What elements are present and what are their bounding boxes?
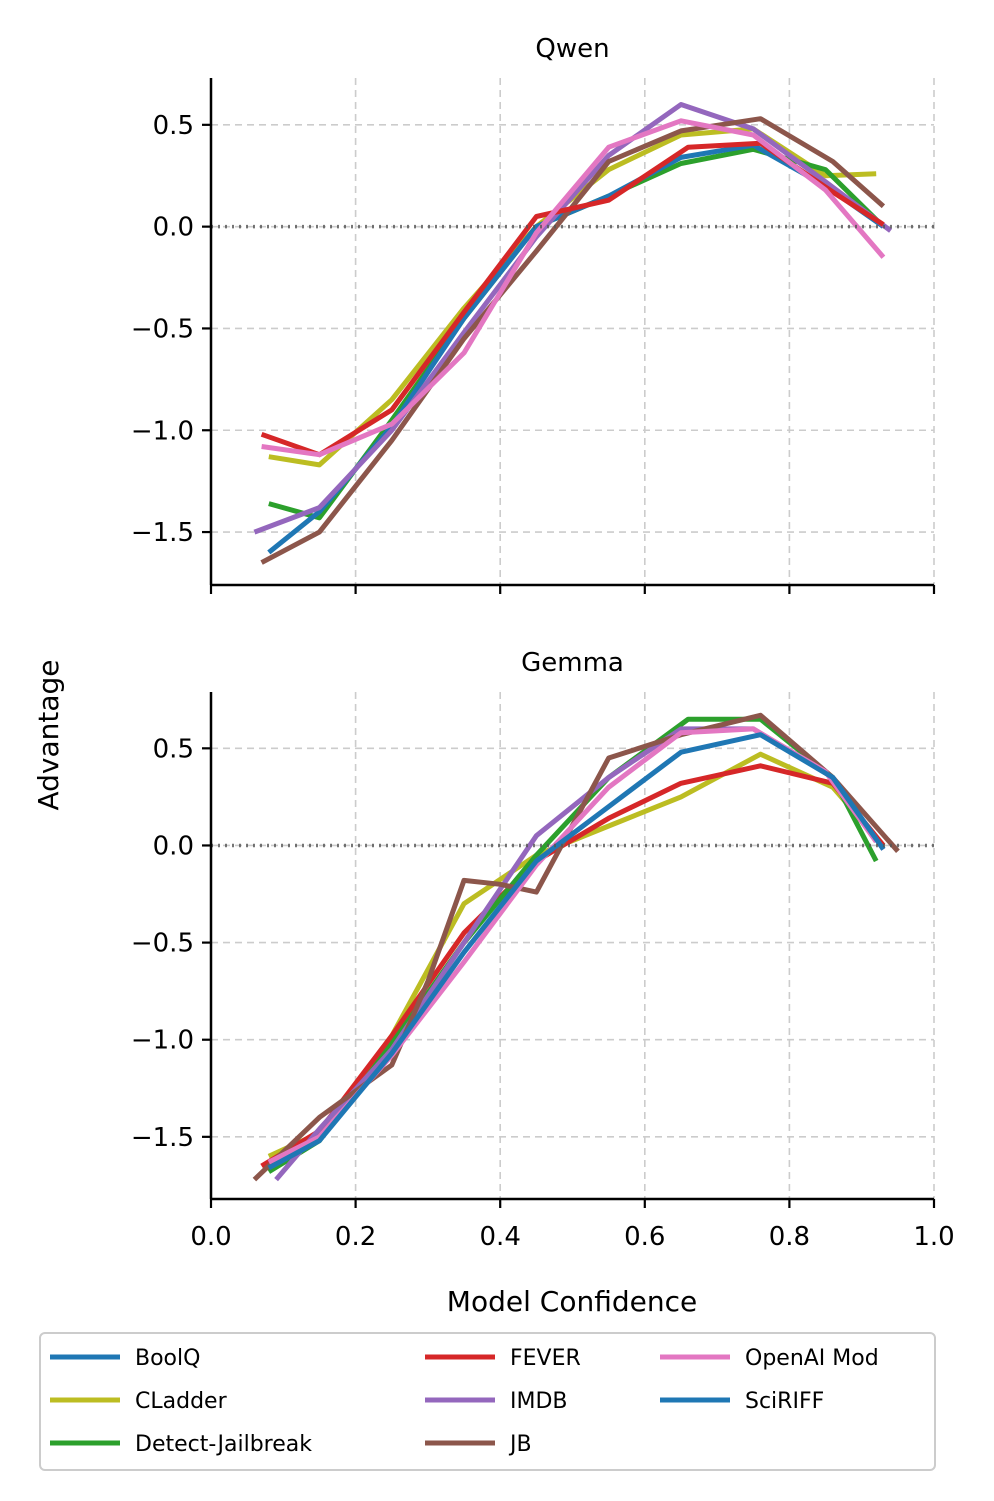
legend-label: Detect-Jailbreak — [135, 1432, 312, 1457]
x-axis-label: Model Confidence — [447, 1285, 697, 1318]
x-tick-label: 0.8 — [769, 1222, 810, 1252]
x-tick-label: 0.6 — [624, 1222, 665, 1252]
panel-title: Gemma — [521, 648, 624, 678]
x-tick-label: 0.4 — [480, 1222, 521, 1252]
x-tick-label: 1.0 — [913, 1222, 954, 1252]
legend: BoolQ CLadder Detect-Jailbreak FEVER IMDB JB O… — [39, 1332, 936, 1471]
y-tick-label: 0.0 — [153, 831, 194, 861]
y-tick-label: −1.5 — [131, 1123, 194, 1153]
legend-label: SciRIFF — [745, 1389, 824, 1414]
gemma-panel: Gemma 0.5 0.0 −0.5 −1.0 −1.5 0.0 0.2 0.4 0.6 0.8 1.… — [131, 648, 955, 1252]
y-tick-label: −1.0 — [131, 1026, 194, 1056]
legend-label: OpenAI Mod — [745, 1346, 879, 1371]
series-line-jb — [252, 712, 900, 1182]
series-line-imdb — [253, 102, 893, 535]
y-tick-label: −1.0 — [131, 416, 194, 446]
series-line-openai-mod — [267, 726, 879, 1165]
legend-label: CLadder — [135, 1389, 228, 1414]
legend-label: IMDB — [510, 1389, 568, 1414]
series-line-openai-mod — [261, 118, 886, 458]
y-axis-label: Advantage — [32, 659, 65, 810]
series-line-sciriff — [267, 732, 886, 1171]
legend-label: BoolQ — [135, 1346, 200, 1371]
y-tick-label: 0.5 — [153, 111, 194, 141]
y-tick-label: −0.5 — [131, 929, 194, 959]
panel-title: Qwen — [535, 34, 609, 64]
series-line-detect-jailbreak — [267, 716, 879, 1174]
legend-label: JB — [508, 1432, 532, 1457]
y-tick-label: 0.0 — [153, 213, 194, 243]
x-tick-label: 0.2 — [335, 1222, 376, 1252]
y-tick-label: −1.5 — [131, 518, 194, 548]
y-tick-label: −0.5 — [131, 314, 194, 344]
series-line-fever — [260, 763, 886, 1169]
qwen-panel: Qwen 0.5 0.0 −0.5 −1.0 −1.5 — [131, 34, 936, 594]
series-line-cladder — [268, 126, 877, 468]
series-line-imdb — [274, 726, 886, 1182]
series-line-jb — [260, 116, 886, 565]
y-tick-label: 0.5 — [153, 734, 194, 764]
x-tick-label: 0.0 — [190, 1222, 231, 1252]
legend-label: FEVER — [510, 1346, 581, 1371]
